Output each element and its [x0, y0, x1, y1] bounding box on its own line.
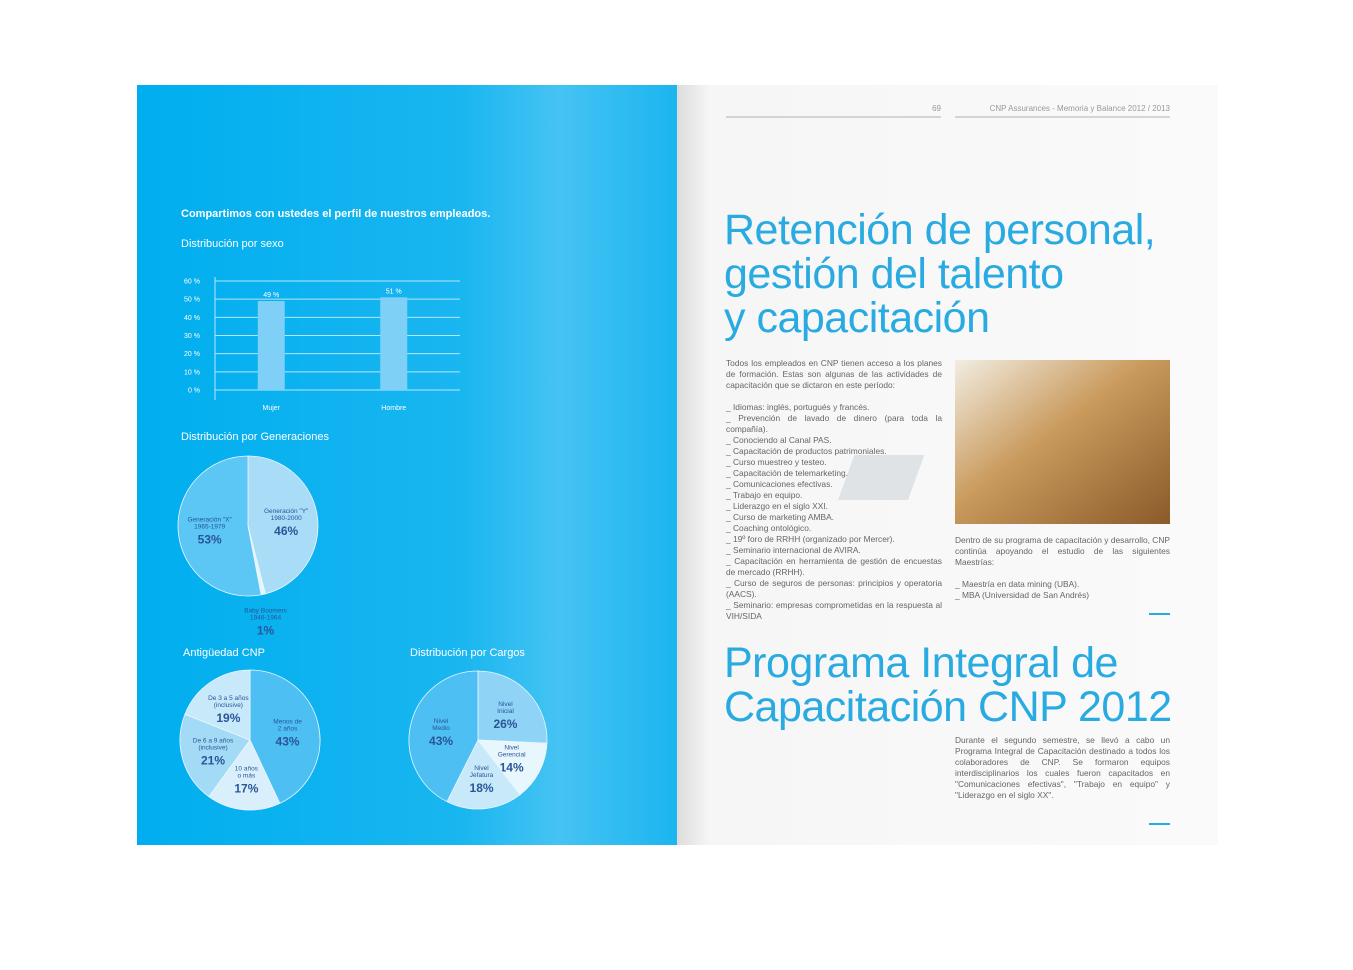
- value-label: 49 %: [263, 292, 279, 299]
- x-tick-label: Mujer: [262, 405, 280, 412]
- pie-slice: [477, 670, 548, 744]
- list: _ Idiomas: inglés, portugués y francés. _…: [726, 402, 942, 622]
- pie-slice: [208, 739, 281, 811]
- list-item: _ Capacitación de productos patrimoniale…: [726, 446, 887, 456]
- y-tick-label: 60 %: [184, 279, 200, 286]
- slice-label: Generación "X": [187, 517, 232, 524]
- y-tick-label: 10 %: [184, 369, 200, 376]
- bar: [380, 297, 408, 390]
- pie-slice: [179, 713, 251, 798]
- list-item: _ Coaching ontológico.: [726, 523, 812, 533]
- list-item: _ Curso de marketing AMBA.: [726, 512, 834, 522]
- slice-label: Nivel: [434, 718, 449, 725]
- text-column: Dentro de su programa de capacitación y …: [955, 535, 1170, 601]
- photo: [955, 360, 1170, 524]
- value-label: 51 %: [386, 288, 402, 295]
- list: _ Maestría en data mining (UBA). _ MBA (…: [955, 579, 1170, 601]
- list-item: _ Idiomas: inglés, portugués y francés.: [726, 402, 870, 412]
- slice-label: Nivel: [504, 745, 519, 752]
- pie-slice: [177, 455, 262, 597]
- list-item: _ Liderazgo en el siglo XXI.: [726, 501, 828, 511]
- slice-label: 2 años: [278, 726, 298, 733]
- list-item: _ Capacitación en herramienta de gestión…: [726, 556, 942, 577]
- slice-label: De 3 a 5 años: [208, 695, 249, 702]
- page-number: 69: [932, 104, 941, 113]
- slice-label: Nivel: [474, 765, 489, 772]
- list-item: _ Curso de seguros de personas: principi…: [726, 578, 942, 599]
- list-item: _ Maestría en data mining (UBA).: [955, 579, 1080, 589]
- slice-value: 53%: [198, 533, 222, 547]
- slice-value: 14%: [500, 761, 524, 775]
- y-tick-label: 40 %: [184, 315, 200, 322]
- slice-label: Nivel: [498, 701, 513, 708]
- pie-slice: [247, 455, 319, 595]
- slice-label: (inclusive): [214, 702, 243, 709]
- chart-title: Antigüedad CNP: [183, 647, 265, 659]
- pie-slice: [446, 739, 521, 810]
- heading-line: Retención de personal,: [724, 206, 1156, 254]
- slice-value: 19%: [216, 711, 240, 725]
- slice-value: 17%: [234, 781, 258, 795]
- heading-line: gestión del talento: [724, 250, 1064, 298]
- slice-label: o más: [238, 772, 256, 779]
- y-tick-label: 0 %: [188, 388, 200, 395]
- slice-label: 1965-1979: [194, 524, 225, 531]
- slice-label: (inclusive): [198, 745, 227, 752]
- slice-value: 1%: [257, 624, 275, 638]
- slice-label: Gerencial: [498, 752, 526, 759]
- list-item: _ Trabajo en equipo.: [726, 490, 803, 500]
- paragraph: Todos los empleados en CNP tienen acceso…: [726, 358, 942, 390]
- list-item: _ Prevención de lavado de dinero (para t…: [726, 413, 942, 434]
- slice-value: 43%: [276, 735, 300, 749]
- list-item: _ 19º foro de RRHH (organizado por Merce…: [726, 534, 895, 544]
- pie-slice: [477, 739, 548, 796]
- pie-slice: [408, 670, 479, 803]
- pie-slice: [249, 669, 321, 804]
- list-item: _ Comunicaciones efectivas.: [726, 479, 833, 489]
- intro: Compartimos con ustedes el perfil de nue…: [181, 208, 490, 220]
- list-item: _ Curso muestreo y testeo.: [726, 457, 827, 467]
- heading2: Programa Integral de Capacitación CNP 20…: [724, 641, 1172, 729]
- slice-label: Jefatura: [470, 772, 494, 779]
- pie-slice: [184, 669, 251, 741]
- slice-value: 18%: [470, 781, 494, 795]
- slice-label: Menos de: [273, 719, 302, 726]
- chart-title: Distribución por Cargos: [410, 647, 525, 659]
- heading-line: Capacitación CNP 2012: [724, 683, 1172, 731]
- slice-label: Generación "Y": [264, 508, 309, 515]
- heading1: Retención de personal, gestión del talen…: [724, 206, 1156, 342]
- slice-label: De 6 a 9 años: [193, 738, 234, 745]
- slice-value: 46%: [274, 524, 298, 538]
- slice-label: 1980-2000: [271, 515, 302, 522]
- list-item: _ Seminario: empresas comprometidas en l…: [726, 600, 942, 621]
- text-column: Todos los empleados en CNP tienen acceso…: [726, 358, 942, 622]
- y-tick-label: 50 %: [184, 297, 200, 304]
- list-item: _ Conociendo al Canal PAS.: [726, 435, 832, 445]
- list-item: _ Seminario internacional de AVIRA.: [726, 545, 861, 555]
- paragraph: Dentro de su programa de capacitación y …: [955, 535, 1170, 567]
- chart-title: Distribución por Generaciones: [181, 431, 329, 443]
- y-tick-label: 20 %: [184, 351, 200, 358]
- paragraph: Durante el segundo semestre, se llevó a …: [955, 735, 1170, 800]
- running-title: CNP Assurances - Memoria y Balance 2012 …: [990, 104, 1171, 113]
- slice-value: 43%: [429, 734, 453, 748]
- slice-value: 21%: [201, 754, 225, 768]
- slice-label: 10 años: [235, 765, 259, 772]
- x-tick-label: Hombre: [381, 405, 406, 412]
- chart-title: Distribución por sexo: [181, 238, 284, 250]
- slice-value: 26%: [493, 717, 517, 731]
- slice-label: Inicial: [497, 708, 514, 715]
- heading-line: Programa Integral de: [724, 639, 1118, 687]
- list-item: _ Capacitación de telemarketing.: [726, 468, 848, 478]
- heading-line: y capacitación: [724, 294, 990, 342]
- list-item: _ MBA (Universidad de San Andrés): [955, 590, 1090, 600]
- slice-label: 1946-1964: [250, 615, 281, 622]
- slice-label: Baby Boomers: [244, 608, 287, 615]
- y-tick-label: 30 %: [184, 333, 200, 340]
- photo-laptop: [838, 455, 925, 500]
- bar: [257, 300, 285, 390]
- slice-label: Medio: [432, 725, 450, 732]
